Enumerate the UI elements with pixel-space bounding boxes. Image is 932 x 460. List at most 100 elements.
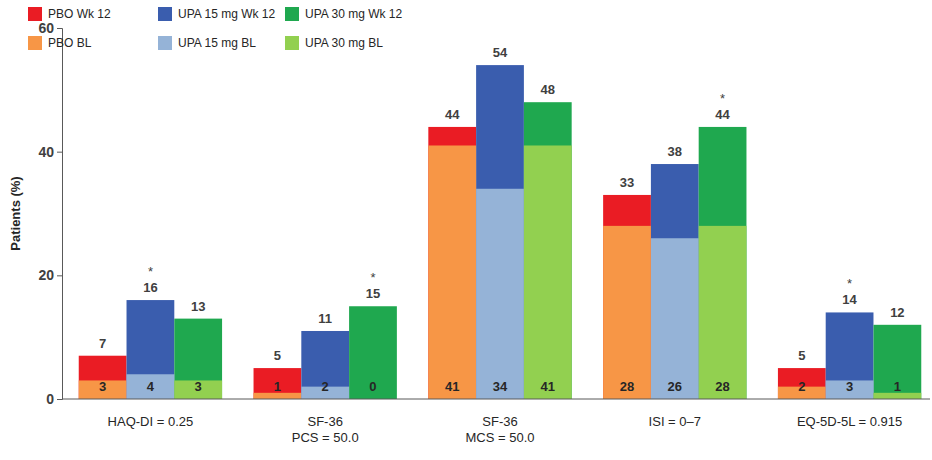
data-label: 38 xyxy=(668,144,682,159)
bar xyxy=(349,306,397,399)
bar xyxy=(127,374,175,399)
legend-label: UPA 30 mg Wk 12 xyxy=(305,7,402,21)
data-label: 28 xyxy=(715,379,729,394)
data-label: 3 xyxy=(846,379,853,394)
data-label: 11 xyxy=(318,311,332,326)
bar xyxy=(301,331,349,399)
bar xyxy=(524,145,572,399)
bar xyxy=(699,226,747,399)
x-tick: EQ-5D-5L = 0.915 xyxy=(797,399,902,429)
legend-label: UPA 15 mg Wk 12 xyxy=(178,7,275,21)
bar xyxy=(428,145,476,399)
annotation: * xyxy=(720,91,725,106)
data-labels: 7544335161154381413154844123141282423426… xyxy=(99,45,905,394)
legend-item: UPA 30 mg Wk 12 xyxy=(285,7,402,21)
y-tick: 20 xyxy=(38,267,62,283)
data-label: 0 xyxy=(369,379,376,394)
bar xyxy=(79,356,127,399)
x-tick-label: EQ-5D-5L = 0.915 xyxy=(797,414,902,429)
bar xyxy=(174,319,222,399)
legend-label: PBO BL xyxy=(48,36,92,50)
legend-label: UPA 15 mg BL xyxy=(178,36,256,50)
chart: 0204060Patients (%)HAQ-DI = 0.25SF-36PCS… xyxy=(0,0,932,460)
data-label: 2 xyxy=(798,379,805,394)
data-label: 44 xyxy=(715,107,730,122)
data-label: 12 xyxy=(890,305,904,320)
legend-item: UPA 15 mg BL xyxy=(158,36,256,50)
y-tick-label: 20 xyxy=(38,267,54,283)
bar xyxy=(476,65,524,399)
annotation: * xyxy=(370,270,375,285)
bar xyxy=(873,325,921,399)
bar xyxy=(254,368,302,399)
data-label: 5 xyxy=(274,348,281,363)
x-tick-label: SF-36MCS = 50.0 xyxy=(465,414,534,445)
bars xyxy=(79,65,922,399)
y-tick-mark xyxy=(57,28,62,29)
bar xyxy=(699,127,747,399)
bar xyxy=(603,226,651,399)
x-tick: ISI = 0–7 xyxy=(649,399,701,429)
x-tick: SF-36MCS = 50.0 xyxy=(465,399,534,445)
bar xyxy=(476,189,524,399)
legend-label: UPA 30 mg BL xyxy=(305,36,383,50)
legend-swatch xyxy=(28,7,42,21)
data-label: 41 xyxy=(541,379,555,394)
legend-swatch xyxy=(285,7,299,21)
legend: PBO Wk 12 UPA 15 mg Wk 12 UPA 30 mg Wk 12 P… xyxy=(28,7,402,50)
data-label: 1 xyxy=(894,379,901,394)
x-tick-label: HAQ-DI = 0.25 xyxy=(108,414,194,429)
x-axis: HAQ-DI = 0.25 SF-36PCS = 50.0 SF-36MCS = 5… xyxy=(62,399,930,445)
data-label: 5 xyxy=(798,348,805,363)
y-tick: 60 xyxy=(38,20,62,36)
data-label: 16 xyxy=(143,280,157,295)
x-tick-label: SF-36PCS = 50.0 xyxy=(292,414,359,445)
bar xyxy=(603,195,651,399)
bar xyxy=(651,238,699,399)
y-tick-mark xyxy=(57,399,62,400)
data-label: 3 xyxy=(99,379,106,394)
annotation: * xyxy=(847,276,852,291)
data-label: 2 xyxy=(322,379,329,394)
bar xyxy=(651,164,699,399)
y-axis-line xyxy=(57,29,63,400)
y-axis-title: Patients (%) xyxy=(8,176,23,250)
legend-swatch xyxy=(158,7,172,21)
data-label: 44 xyxy=(445,107,460,122)
data-label: 28 xyxy=(620,379,634,394)
x-tick: SF-36PCS = 50.0 xyxy=(292,399,359,445)
legend-item: PBO Wk 12 xyxy=(28,7,111,21)
y-tick-label: 0 xyxy=(46,391,54,407)
x-tick: HAQ-DI = 0.25 xyxy=(108,399,194,429)
y-axis: 0 20 40 60 xyxy=(38,20,62,407)
legend-item: PBO BL xyxy=(28,36,92,50)
legend-label: PBO Wk 12 xyxy=(48,7,111,21)
data-label: 15 xyxy=(366,286,380,301)
data-label: 41 xyxy=(445,379,459,394)
y-tick-label: 60 xyxy=(38,20,54,36)
y-tick-mark xyxy=(57,275,62,276)
legend-swatch xyxy=(28,36,42,50)
bar xyxy=(778,368,826,399)
data-label: 7 xyxy=(99,336,106,351)
y-tick: 0 xyxy=(46,391,62,407)
data-label: 26 xyxy=(668,379,682,394)
y-tick-mark xyxy=(57,152,62,153)
legend-item: UPA 15 mg Wk 12 xyxy=(158,7,275,21)
legend-item: UPA 30 mg BL xyxy=(285,36,383,50)
bar xyxy=(127,300,175,399)
bar xyxy=(524,102,572,399)
legend-swatch xyxy=(285,36,299,50)
data-label: 3 xyxy=(195,379,202,394)
bar xyxy=(826,312,874,399)
y-tick-label: 40 xyxy=(38,144,54,160)
annotation: * xyxy=(148,264,153,279)
data-label: 48 xyxy=(541,82,555,97)
y-tick: 40 xyxy=(38,144,62,160)
x-tick-label: ISI = 0–7 xyxy=(649,414,701,429)
data-label: 34 xyxy=(493,379,508,394)
data-label: 33 xyxy=(620,175,634,190)
bar xyxy=(428,127,476,399)
data-label: 54 xyxy=(493,45,508,60)
data-label: 1 xyxy=(274,379,281,394)
